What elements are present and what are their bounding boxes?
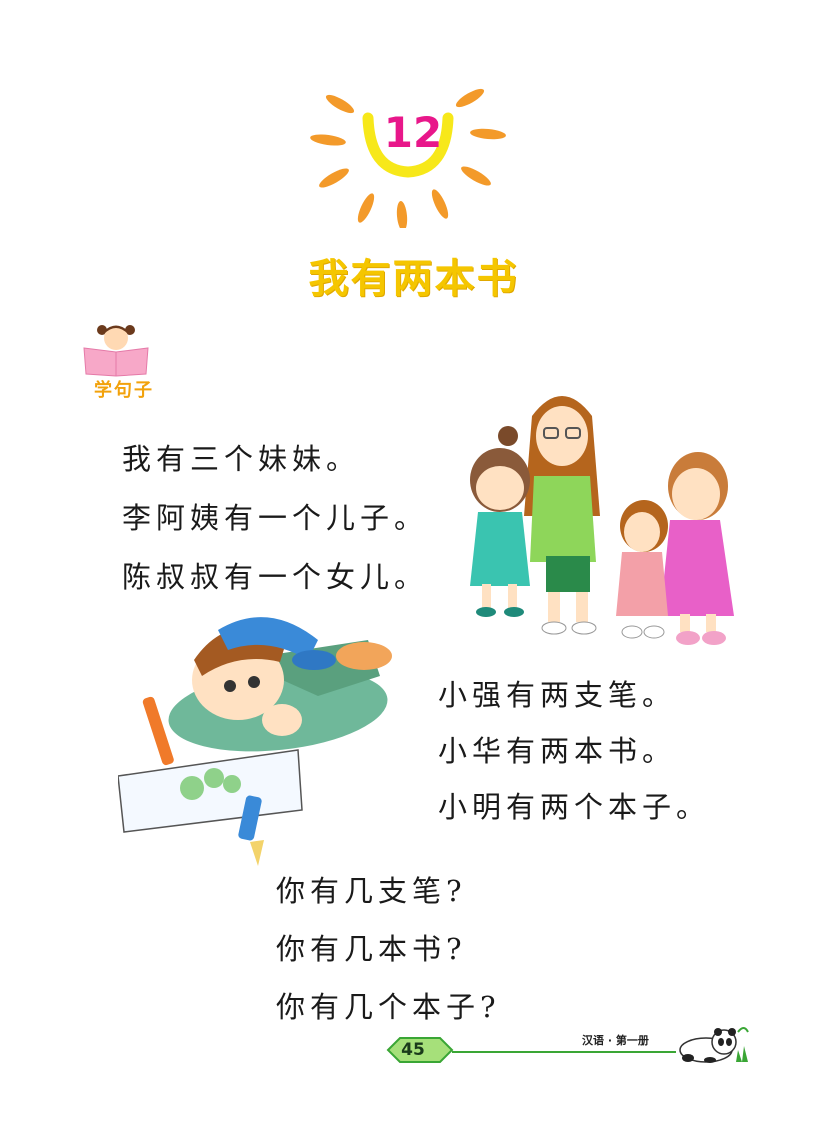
question-3: 你有几个本子? xyxy=(276,990,501,1024)
lesson-title: 我有两本书 xyxy=(308,256,519,302)
panda-icon xyxy=(679,1027,749,1063)
book-title: 汉语 · 第一册 xyxy=(582,1034,649,1047)
page-number: 45 xyxy=(401,1040,425,1060)
sentence-5: 小华有两本书。 xyxy=(438,734,677,768)
sun-icon xyxy=(310,88,506,228)
question-1: 你有几支笔? xyxy=(276,874,467,908)
sentence-1: 我有三个妹妹。 xyxy=(122,442,361,476)
sentence-6: 小明有两个本子。 xyxy=(438,790,711,824)
girls-illustration xyxy=(470,396,734,645)
footer-rule xyxy=(386,1037,676,1063)
sentence-4: 小强有两支笔。 xyxy=(438,678,677,712)
girl-reading-icon xyxy=(83,325,149,377)
boy-drawing-illustration xyxy=(118,617,392,866)
sentence-2: 李阿姨有一个儿子。 xyxy=(122,501,429,535)
lesson-number: 12 xyxy=(383,108,443,157)
section-label: 学句子 xyxy=(94,380,154,401)
question-2: 你有几本书? xyxy=(276,932,467,966)
sentence-3: 陈叔叔有一个女儿。 xyxy=(122,560,429,594)
